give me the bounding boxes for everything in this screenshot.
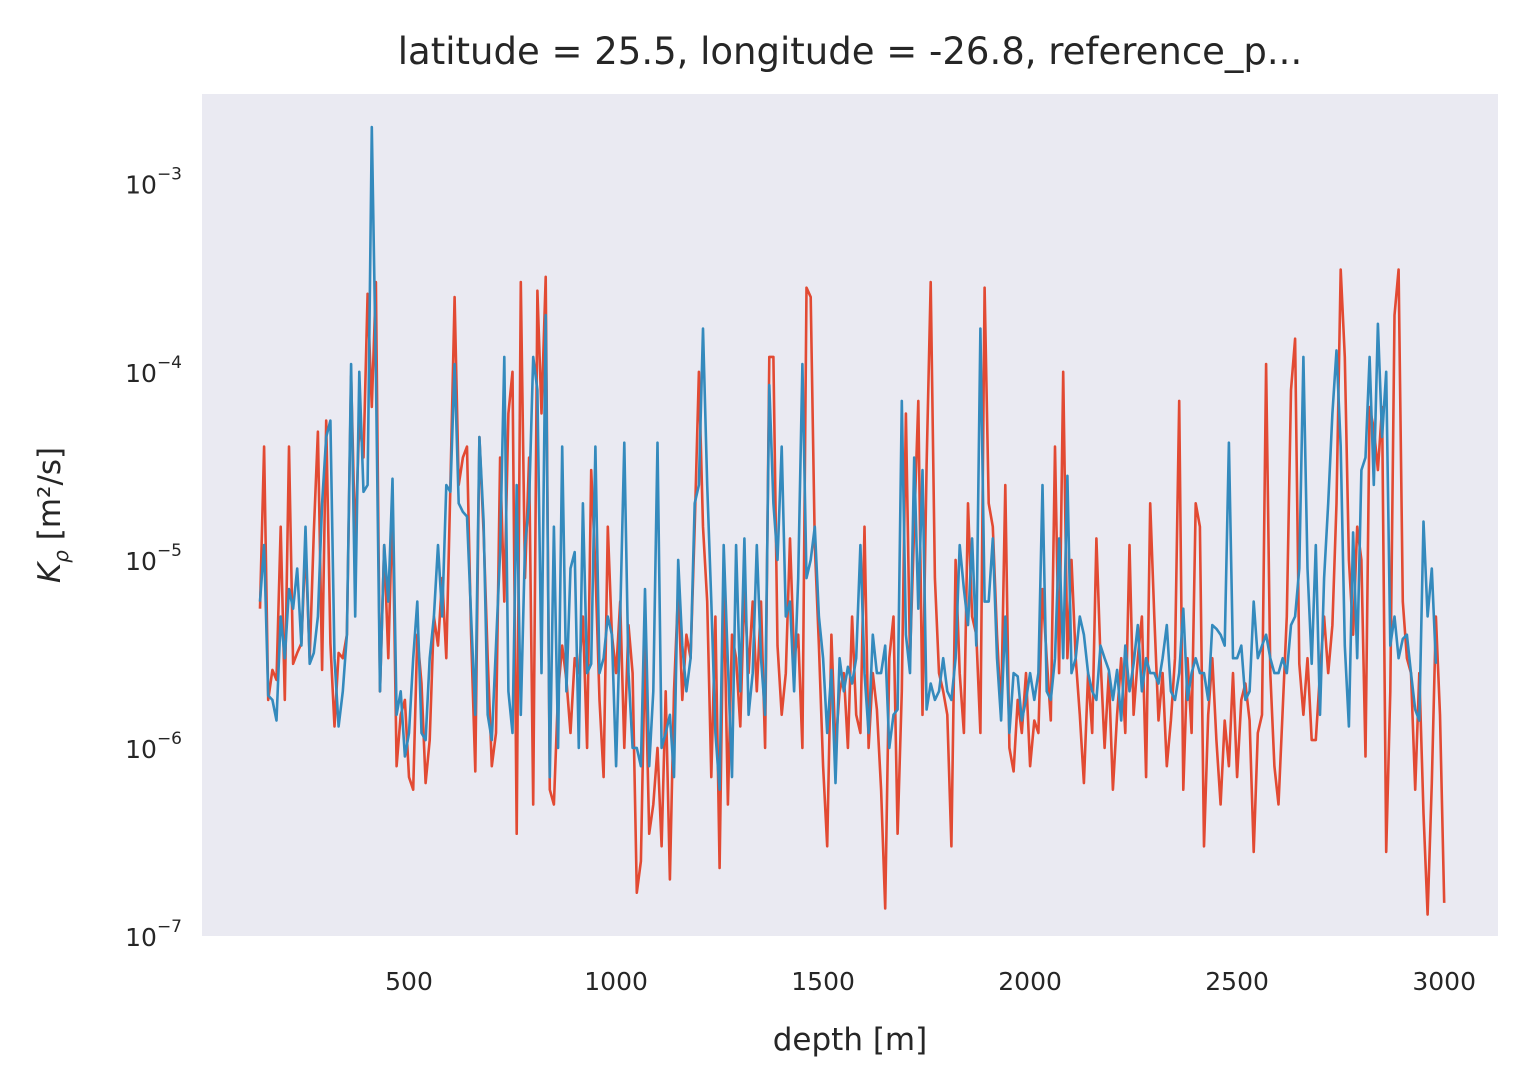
y-axis-label-unit: [m²/s]: [32, 447, 68, 550]
y-tick-label: 10−6: [125, 729, 182, 764]
series-line-2: [258, 125, 1438, 792]
x-tick-label: 2000: [998, 967, 1062, 996]
y-axis-label-sub: ρ: [49, 550, 73, 563]
series-layer: [258, 125, 1446, 916]
y-tick-label: 10−7: [125, 917, 182, 952]
x-tick-label: 1500: [791, 967, 855, 996]
plot-area: [202, 94, 1498, 936]
y-axis-ticks: 10−7 10−6 10−5 10−4 10−3: [125, 165, 182, 952]
y-tick-label: 10−4: [125, 353, 182, 388]
chart-title: latitude = 25.5, longitude = -26.8, refe…: [398, 30, 1302, 73]
y-tick-label: 10−3: [125, 165, 182, 200]
x-tick-label: 3000: [1412, 967, 1476, 996]
x-tick-label: 500: [385, 967, 433, 996]
y-axis-label-main: K: [32, 560, 68, 583]
x-axis-ticks: 500 1000 1500 2000 2500 3000: [385, 967, 1476, 996]
x-tick-label: 2500: [1205, 967, 1269, 996]
y-axis-label: Kρ [m²/s]: [32, 447, 73, 583]
x-axis-label: depth [m]: [773, 1022, 927, 1058]
x-tick-label: 1000: [584, 967, 648, 996]
y-tick-label: 10−5: [125, 541, 182, 576]
svg-text:Kρ [m²/s]: Kρ [m²/s]: [32, 447, 73, 583]
